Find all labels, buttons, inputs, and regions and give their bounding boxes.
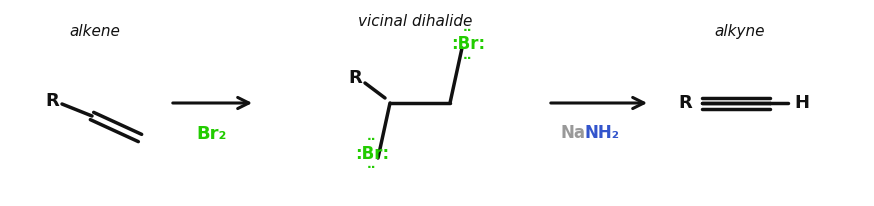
Text: alkyne: alkyne — [715, 23, 766, 39]
Text: ··: ·· — [367, 162, 377, 174]
Text: NH₂: NH₂ — [585, 124, 620, 142]
Text: ··: ·· — [367, 133, 377, 146]
Text: R: R — [348, 69, 362, 87]
Text: ··: ·· — [463, 52, 473, 64]
Text: Na: Na — [560, 124, 585, 142]
Text: alkene: alkene — [70, 23, 121, 39]
Text: vicinal dihalide: vicinal dihalide — [357, 14, 472, 28]
Text: R: R — [45, 92, 59, 110]
Text: Br₂: Br₂ — [197, 125, 227, 143]
Text: R: R — [678, 94, 692, 112]
Text: ··: ·· — [463, 23, 473, 36]
Text: H: H — [794, 94, 809, 112]
Text: :Br:: :Br: — [451, 35, 485, 53]
Text: :Br:: :Br: — [355, 145, 389, 163]
